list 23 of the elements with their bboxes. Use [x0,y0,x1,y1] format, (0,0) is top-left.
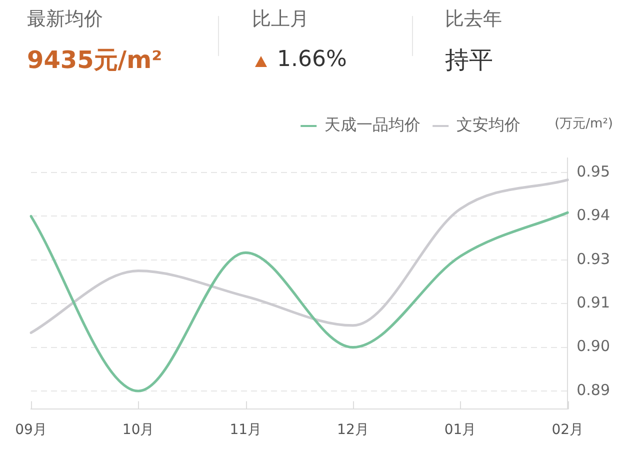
text: 1.66% [277,46,347,74]
line-series [30,211,569,392]
line-series [30,178,569,334]
y-tick-label: 0.94 [576,206,610,224]
x-tick-label: 11月 [230,422,262,438]
text: 持平 [445,46,493,74]
x-tick-label: 09月 [15,422,47,438]
y-axis-title: (万元/m²) [554,116,613,132]
x-tick-label: 01月 [444,422,476,438]
legend-label: 文安均价 [456,115,521,134]
y-tick-label: 0.95 [576,162,610,180]
y-tick-label: 0.90 [576,337,610,356]
y-tick-label: 0.91 [576,294,610,312]
text: 最新均价 [27,8,103,30]
text: 9435元/m² [27,46,162,74]
text: 比去年 [445,8,502,30]
x-tick-label: 02月 [552,422,584,438]
y-tick-label: 0.93 [576,250,610,268]
x-tick-label: 10月 [122,422,154,438]
legend-label: 天成一品均价 [324,115,421,134]
text: 比上月 [252,8,309,30]
y-tick-label: 0.89 [576,380,610,399]
x-tick-label: 12月 [337,422,369,438]
